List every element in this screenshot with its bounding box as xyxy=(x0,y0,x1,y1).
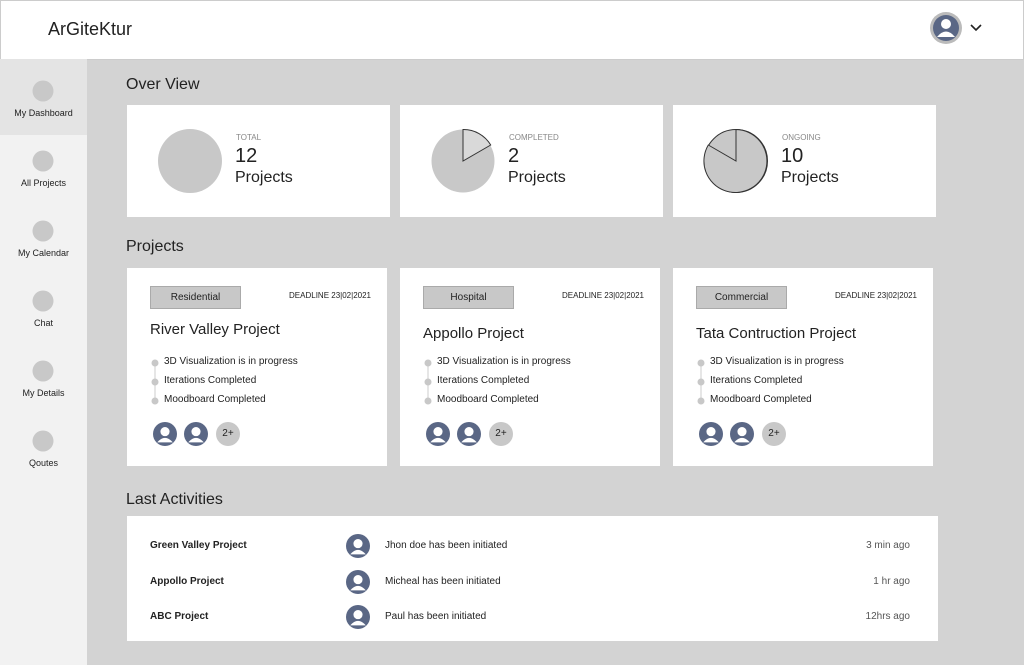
stat-count: 2 xyxy=(508,145,520,167)
deadline: DEADLINE 23|02|2021 xyxy=(835,291,917,300)
avatar xyxy=(153,422,177,446)
avatar xyxy=(346,569,370,594)
more-count: 2+ xyxy=(222,428,234,439)
progress-step: Iterations Completed xyxy=(710,375,803,386)
nav-item[interactable]: All Projects xyxy=(20,178,66,188)
avatar xyxy=(346,534,370,558)
nav-item[interactable]: My Calendar xyxy=(17,248,70,258)
stat-label: TOTAL xyxy=(236,133,262,142)
project-name: Tata Contruction Project xyxy=(696,325,857,342)
pie-slice xyxy=(703,128,768,193)
nav-icon xyxy=(32,80,54,102)
activity-time: 12hrs ago xyxy=(865,611,910,622)
activity-text: Micheal has been initiated xyxy=(385,575,501,587)
project-tag: Hospital xyxy=(423,286,514,309)
deadline: DEADLINE 23|02|2021 xyxy=(289,291,371,300)
progress-step: 3D Visualization is in progress xyxy=(437,356,571,367)
activity-time: 1 hr ago xyxy=(873,575,910,587)
progress-step: Iterations Completed xyxy=(164,375,257,386)
pie-slice xyxy=(462,128,492,162)
nav-icon xyxy=(32,220,54,242)
brand[interactable]: ArGiteKtur xyxy=(48,19,133,39)
stat-unit: Projects xyxy=(508,169,566,186)
stat-count: 10 xyxy=(781,145,804,167)
activity-text: Paul has been initiated xyxy=(385,611,487,622)
nav-item[interactable]: Qoutes xyxy=(28,458,59,468)
activity-text: Jhon doe has been initiated xyxy=(385,540,508,551)
pie xyxy=(703,128,768,193)
more-badge xyxy=(762,422,786,446)
progress-step: Moodboard Completed xyxy=(164,394,266,405)
activity-project[interactable]: ABC Project xyxy=(150,611,209,622)
pie xyxy=(431,128,495,193)
stat-label: ONGOING xyxy=(782,133,821,142)
progress-step: Iterations Completed xyxy=(437,375,530,386)
progress-track xyxy=(697,359,705,405)
nav-icon xyxy=(32,150,54,172)
activity-project[interactable]: Green Valley Project xyxy=(150,540,247,551)
more-count: 2+ xyxy=(768,428,780,439)
project-tag: Residential xyxy=(150,286,241,309)
activity-project[interactable]: Appollo Project xyxy=(150,575,224,587)
progress-step: 3D Visualization is in progress xyxy=(710,356,844,367)
nav-icon xyxy=(32,430,54,452)
nav-item[interactable]: My Dashboard xyxy=(14,108,73,118)
more-count: 2+ xyxy=(495,428,507,439)
activities-panel xyxy=(127,516,938,641)
nav-item[interactable]: Chat xyxy=(33,318,53,328)
project-tag: Commercial xyxy=(696,286,787,309)
nav-icon xyxy=(32,290,54,312)
section-title: Projects xyxy=(126,238,184,255)
activity-time: 3 min ago xyxy=(866,540,910,551)
avatar xyxy=(457,422,481,446)
more-badge xyxy=(489,422,513,446)
progress-step: 3D Visualization is in progress xyxy=(164,356,298,367)
progress-step: Moodboard Completed xyxy=(710,394,812,405)
avatar xyxy=(699,422,723,446)
progress-step: Moodboard Completed xyxy=(437,394,539,405)
project-name: Appollo Project xyxy=(423,325,524,342)
pie-full xyxy=(158,129,222,193)
header xyxy=(0,0,1024,60)
stat-unit: Projects xyxy=(781,169,839,186)
avatar xyxy=(426,422,450,446)
avatar xyxy=(184,422,208,446)
avatar xyxy=(730,422,754,446)
more-badge xyxy=(216,422,240,446)
progress-track xyxy=(151,359,159,405)
stat-unit: Projects xyxy=(235,169,293,186)
stat-label: COMPLETED xyxy=(509,133,559,142)
section-title: Over View xyxy=(126,76,200,93)
profile-menu[interactable] xyxy=(928,11,992,45)
progress-track xyxy=(424,359,432,405)
nav-item[interactable]: My Details xyxy=(22,388,65,398)
section-title: Last Activities xyxy=(126,491,223,508)
project-name: River Valley Project xyxy=(150,321,280,338)
deadline: DEADLINE 23|02|2021 xyxy=(562,291,644,300)
pie xyxy=(158,129,222,193)
stat-count: 12 xyxy=(235,145,258,167)
avatar xyxy=(346,605,370,629)
nav-icon xyxy=(32,360,54,382)
